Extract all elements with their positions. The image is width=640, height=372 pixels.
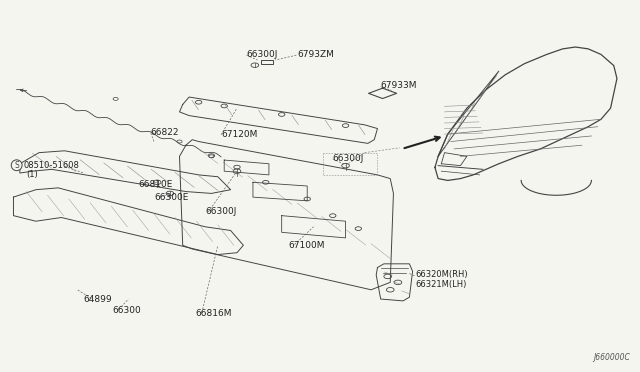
Text: 66320M(RH): 66320M(RH) — [416, 270, 468, 279]
Text: 08510-51608: 08510-51608 — [23, 161, 79, 170]
Text: J660000C: J660000C — [593, 353, 630, 362]
Text: 66321M(LH): 66321M(LH) — [416, 280, 467, 289]
Text: S: S — [14, 161, 19, 170]
Text: 66300J: 66300J — [205, 208, 236, 217]
FancyBboxPatch shape — [261, 60, 273, 64]
Text: 66816M: 66816M — [195, 310, 232, 318]
Text: 66300J: 66300J — [246, 50, 278, 59]
Text: 64899: 64899 — [84, 295, 113, 304]
Text: 66810E: 66810E — [138, 180, 172, 189]
Text: (1): (1) — [26, 170, 38, 179]
Text: 66300J: 66300J — [333, 154, 364, 163]
Text: 66300E: 66300E — [154, 193, 188, 202]
Text: 66300: 66300 — [113, 306, 141, 315]
Text: 67100M: 67100M — [288, 241, 324, 250]
Text: 67120M: 67120M — [221, 129, 257, 139]
Text: 67933M: 67933M — [381, 81, 417, 90]
Text: 66822: 66822 — [151, 128, 179, 137]
Text: 6793ZM: 6793ZM — [298, 50, 335, 59]
